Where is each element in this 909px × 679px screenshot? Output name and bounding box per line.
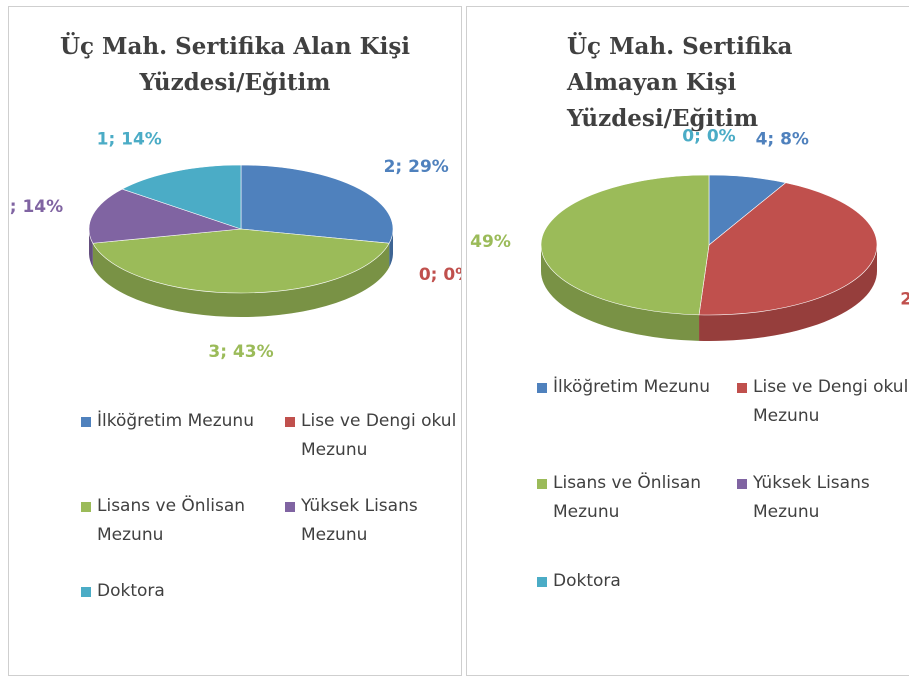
pie-slice: [88, 188, 242, 244]
pie-slice: [92, 228, 390, 294]
legend-label: Doktora: [553, 571, 621, 591]
pie-chart: 4; 8% 23; 43% 26; 49% 0; 0%: [467, 127, 909, 341]
legend-swatch: [737, 479, 747, 489]
legend-swatch: [81, 502, 91, 512]
pie-slice: [540, 174, 710, 316]
legend-swatch: [737, 383, 747, 393]
legend-swatch: [285, 417, 295, 427]
legend-item: Yüksek Lisans Mezunu: [737, 469, 909, 527]
data-label: 0; 0%: [419, 265, 461, 285]
data-label: 3; 43%: [208, 342, 273, 362]
data-label: 1; 14%: [97, 130, 162, 150]
data-label: 23; 43%: [900, 290, 909, 310]
chart-title: Üç Mah. Sertifika Almayan Kişi Yüzdesi/E…: [567, 33, 793, 132]
legend-swatch: [81, 587, 91, 597]
data-label: 1; 14%: [9, 197, 63, 217]
legend-item: Lisans ve Önlisan Mezunu: [81, 492, 267, 550]
legend-item: İlköğretim Mezunu: [537, 373, 723, 402]
pie-side: [89, 229, 93, 268]
pie-chart: 2; 29% 0; 0% 3; 43% 1; 14% 1; 14%: [9, 130, 461, 363]
legend-swatch: [537, 479, 547, 489]
legend-label: İlköğretim Mezunu: [553, 377, 710, 397]
chart-panel: Üç Mah. Sertifika Alan Kişi Yüzdesi/Eğit…: [8, 6, 462, 676]
pie-side-shade: [92, 243, 390, 317]
pie-side-shade: [541, 245, 700, 341]
data-label: 26; 49%: [467, 232, 511, 252]
pie-side-shade: [89, 229, 93, 268]
chart-title: Üç Mah. Sertifika Alan Kişi Yüzdesi/Eğit…: [59, 33, 411, 96]
data-label: 2; 29%: [384, 157, 449, 177]
data-label: 4; 8%: [756, 130, 809, 150]
pie-slice: [121, 164, 242, 230]
pie-slice: [698, 182, 878, 316]
pie-side-shade: [389, 229, 393, 268]
legend-item: Doktora: [81, 577, 267, 606]
legend-item: İlköğretim Mezunu: [81, 407, 267, 436]
legend-item: Doktora: [537, 567, 723, 596]
legend-item: Lise ve Dengi okul Mezunu: [737, 373, 909, 431]
legend-swatch: [537, 577, 547, 587]
chart-panel: Üç Mah. Sertifika Almayan Kişi Yüzdesi/E…: [466, 6, 909, 676]
legend-item: Lise ve Dengi okul Mezunu: [285, 407, 461, 465]
pie-side-shade: [699, 245, 877, 341]
legend-label: Doktora: [97, 581, 165, 601]
legend-label: Lisans ve Önlisan Mezunu: [97, 496, 246, 545]
legend-swatch: [285, 502, 295, 512]
legend-swatch: [81, 417, 91, 427]
legend-label: Yüksek Lisans Mezunu: [301, 496, 418, 545]
pie-side: [541, 245, 700, 341]
legend-swatch: [537, 383, 547, 393]
pie-side: [92, 243, 390, 317]
legend-item: Yüksek Lisans Mezunu: [285, 492, 461, 550]
legend-label: İlköğretim Mezunu: [97, 411, 254, 431]
legend-label: Lise ve Dengi okul Mezunu: [301, 411, 457, 460]
legend-label: Yüksek Lisans Mezunu: [753, 473, 870, 522]
legend-label: Lisans ve Önlisan Mezunu: [553, 473, 702, 522]
pie-side: [699, 245, 877, 341]
legend-label: Lise ve Dengi okul Mezunu: [753, 377, 909, 426]
data-label: 0; 0%: [682, 127, 735, 147]
pie-slice: [240, 164, 394, 244]
pie-side: [389, 229, 393, 268]
legend-item: Lisans ve Önlisan Mezunu: [537, 469, 723, 527]
